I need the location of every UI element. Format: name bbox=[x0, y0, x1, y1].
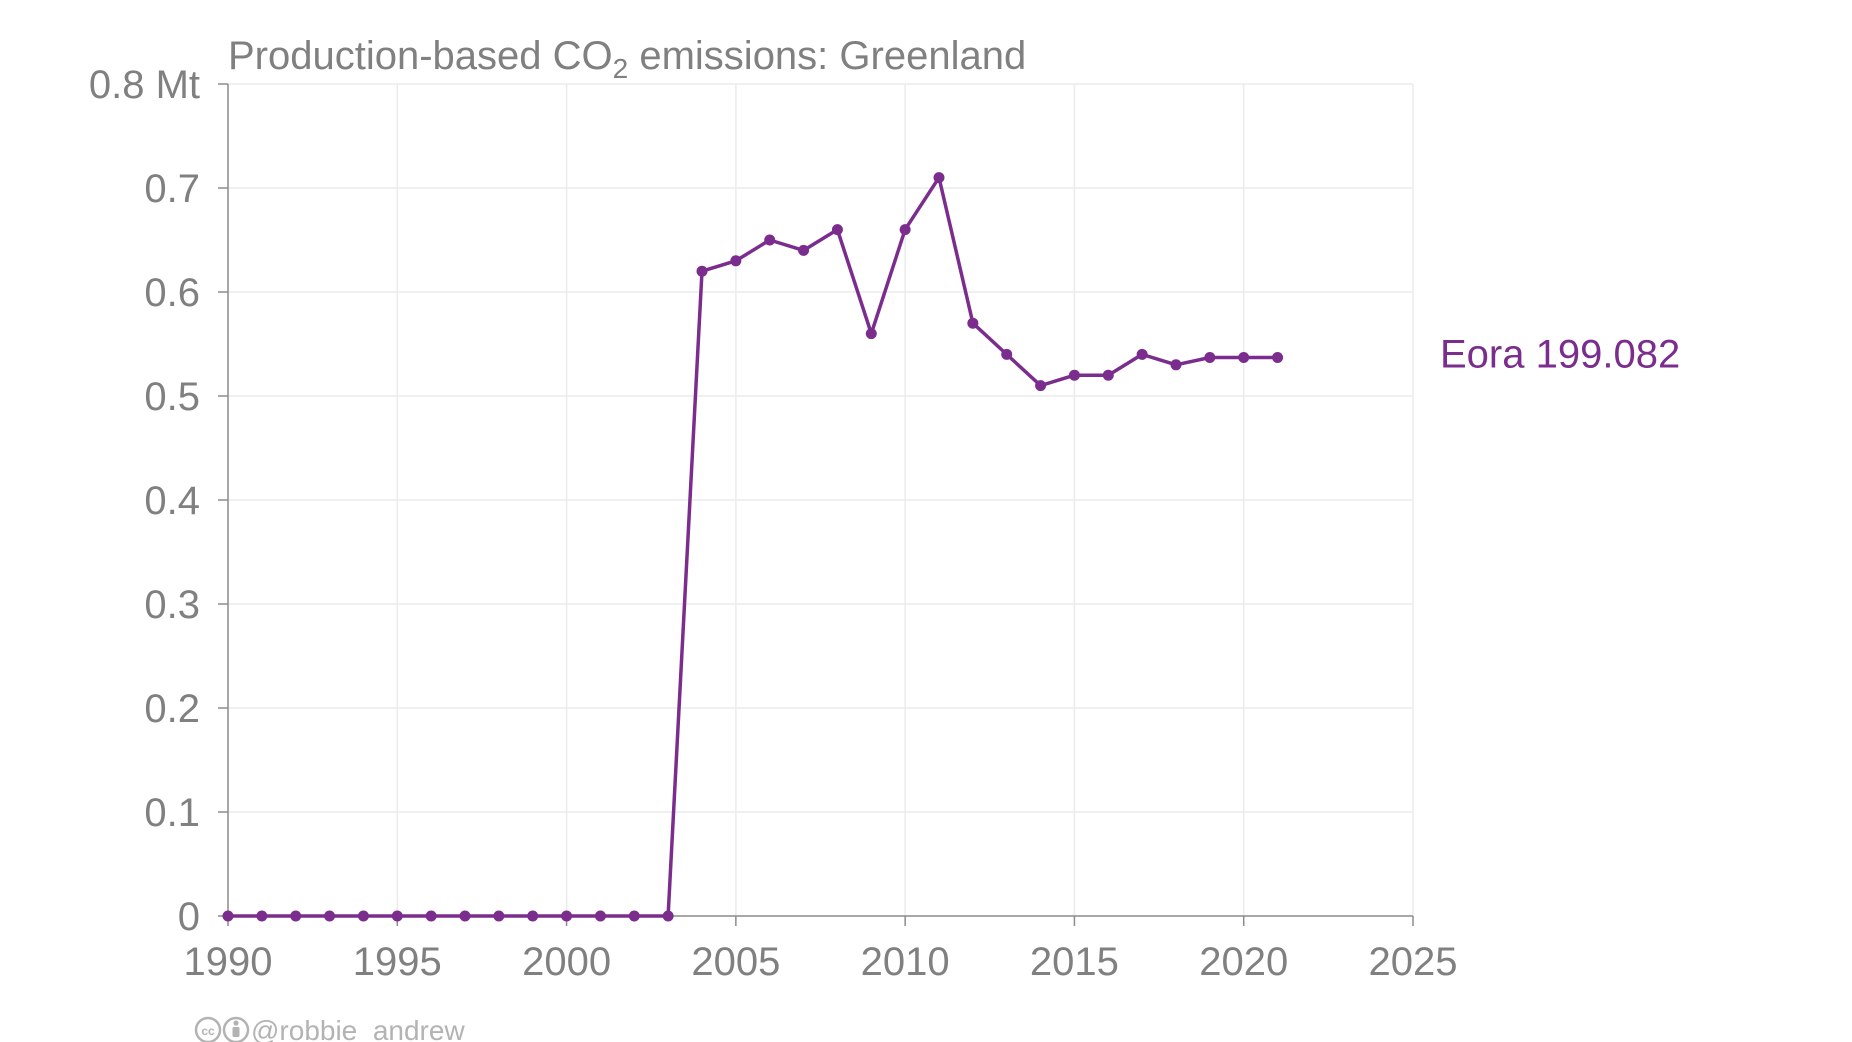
data-point bbox=[1136, 348, 1148, 360]
data-point bbox=[594, 910, 606, 922]
data-point bbox=[967, 317, 979, 329]
data-point bbox=[696, 265, 708, 277]
data-point bbox=[290, 910, 302, 922]
data-point bbox=[1204, 352, 1216, 364]
data-point bbox=[324, 910, 336, 922]
data-point bbox=[1272, 352, 1284, 364]
chart-title-subscript: 2 bbox=[613, 53, 629, 84]
data-point bbox=[662, 910, 674, 922]
data-point bbox=[1102, 369, 1114, 381]
data-point bbox=[899, 224, 911, 236]
x-tick-label: 2015 bbox=[1030, 940, 1119, 984]
series-layer: Eora 199.082 bbox=[222, 172, 1680, 922]
data-point bbox=[933, 172, 945, 184]
data-point bbox=[256, 910, 268, 922]
data-point bbox=[1170, 359, 1182, 371]
x-tick-label: 1995 bbox=[353, 940, 442, 984]
y-tick-label: 0.3 bbox=[144, 583, 200, 627]
data-point bbox=[628, 910, 640, 922]
y-tick-label: 0.7 bbox=[144, 167, 200, 211]
data-point bbox=[1035, 380, 1047, 392]
y-axis-ticks: 0 0.1 0.2 0.3 0.4 0.5 0.6 0.7 0.8 Mt bbox=[89, 63, 228, 939]
data-point bbox=[425, 910, 437, 922]
data-point bbox=[1068, 369, 1080, 381]
credit-handle: @robbie_andrew bbox=[251, 1015, 465, 1042]
series-line bbox=[228, 175, 1278, 918]
y-tick-label: 0.2 bbox=[144, 687, 200, 731]
y-tick-label: 0.6 bbox=[144, 271, 200, 315]
data-point bbox=[527, 910, 539, 922]
y-tick-label: 0.5 bbox=[144, 375, 200, 419]
data-point bbox=[865, 328, 877, 340]
cc-icon: cc bbox=[194, 1016, 222, 1042]
data-point bbox=[1238, 352, 1250, 364]
data-point bbox=[459, 910, 471, 922]
x-axis-ticks: 1990 1995 2000 2005 2010 2015 2020 2025 bbox=[184, 916, 1458, 984]
series-label: Eora 199.082 bbox=[1440, 333, 1680, 377]
x-tick-label: 2020 bbox=[1199, 940, 1288, 984]
y-tick-label: 0.4 bbox=[144, 479, 200, 523]
data-point bbox=[561, 910, 573, 922]
by-icon bbox=[222, 1016, 250, 1042]
data-point bbox=[357, 910, 369, 922]
x-tick-label: 2010 bbox=[861, 940, 950, 984]
credit: cc @robbie_andrew bbox=[194, 1015, 465, 1042]
data-point bbox=[831, 224, 843, 236]
chart-title: Production-based CO2 emissions: Greenlan… bbox=[228, 34, 1026, 84]
data-point bbox=[493, 910, 505, 922]
data-point bbox=[730, 255, 742, 267]
y-tick-label: 0 bbox=[178, 895, 200, 939]
data-point bbox=[1001, 348, 1013, 360]
x-tick-label: 1990 bbox=[184, 940, 273, 984]
svg-text:cc: cc bbox=[201, 1024, 215, 1038]
data-point bbox=[798, 244, 810, 256]
x-tick-label: 2000 bbox=[522, 940, 611, 984]
x-tick-label: 2005 bbox=[691, 940, 780, 984]
y-tick-label: 0.8 Mt bbox=[89, 63, 200, 107]
y-tick-label: 0.1 bbox=[144, 791, 200, 835]
data-point bbox=[222, 910, 234, 922]
x-tick-label: 2025 bbox=[1369, 940, 1458, 984]
data-point bbox=[764, 234, 776, 246]
grid-lines bbox=[228, 83, 1414, 916]
data-point bbox=[391, 910, 403, 922]
